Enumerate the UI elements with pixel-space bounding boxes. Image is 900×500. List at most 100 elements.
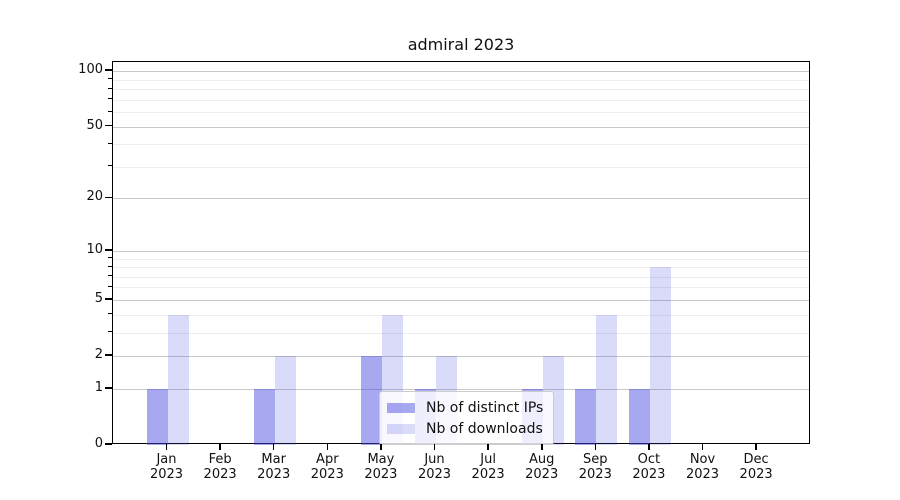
y-minor-tick-mark (108, 331, 112, 333)
x-tick-label: Feb 2023 (188, 452, 252, 482)
y-tick-mark (105, 443, 112, 445)
x-tick-label-year: 2023 (471, 467, 505, 482)
y-minor-tick-mark (108, 275, 112, 277)
x-tick-label-month: Oct (637, 452, 661, 467)
x-tick-label: Jan 2023 (135, 452, 199, 482)
bar-downloads (596, 314, 618, 445)
y-tick-label: 50 (86, 117, 103, 133)
bar-distinct-ips (253, 388, 275, 445)
x-tick-label: Dec 2023 (724, 452, 788, 482)
x-tick-label: Nov 2023 (671, 452, 735, 482)
x-tick-label: Jun 2023 (403, 452, 467, 482)
x-tick-label: Oct 2023 (617, 452, 681, 482)
legend-swatch-distinct-ips (387, 402, 415, 413)
x-tick-label-year: 2023 (632, 467, 666, 482)
y-gridline-minor (113, 314, 809, 316)
x-tick-label: Jul 2023 (456, 452, 520, 482)
y-minor-tick-mark (108, 285, 112, 287)
x-tick-label: Sep 2023 (563, 452, 627, 482)
x-tick-label: Mar 2023 (242, 452, 306, 482)
y-minor-tick-mark (108, 313, 112, 315)
y-gridline-minor (113, 258, 809, 260)
x-tick-label: Apr 2023 (295, 452, 359, 482)
x-tick-mark (541, 444, 543, 450)
y-minor-tick-mark (108, 142, 112, 144)
legend-swatch-downloads (387, 423, 415, 434)
y-gridline-minor (113, 99, 809, 101)
legend-item-distinct-ips: Nb of distinct IPs (387, 399, 543, 416)
y-gridline-minor (113, 79, 809, 81)
x-tick-label-year: 2023 (417, 467, 452, 482)
bar-distinct-ips (575, 388, 597, 445)
x-tick-label-year: 2023 (525, 467, 559, 482)
y-tick-mark (105, 298, 112, 300)
chart-title: admiral 2023 (407, 35, 515, 54)
x-tick-label-month: Jul (480, 452, 496, 467)
x-tick-label-month: Jun (424, 452, 445, 467)
x-tick-label-year: 2023 (685, 467, 720, 482)
y-tick-label: 20 (86, 189, 103, 205)
x-tick-label-year: 2023 (364, 467, 398, 482)
legend: Nb of distinct IPs Nb of downloads (379, 391, 555, 445)
y-minor-tick-mark (108, 265, 112, 267)
x-tick-label-month: May (367, 452, 395, 467)
x-tick-mark (433, 444, 436, 450)
y-tick-label: 0 (94, 436, 103, 451)
x-tick-mark (755, 444, 757, 450)
y-gridline-minor (113, 287, 809, 289)
legend-item-downloads: Nb of downloads (387, 420, 543, 437)
y-gridline-minor (113, 144, 809, 146)
bar-distinct-ips (628, 388, 650, 445)
y-minor-tick-mark (108, 257, 112, 258)
bar-downloads (274, 356, 296, 445)
x-tick-mark (272, 444, 275, 450)
y-gridline-major (113, 126, 809, 128)
x-tick-mark (648, 444, 650, 450)
x-tick-mark (594, 444, 596, 450)
y-minor-tick-mark (108, 78, 112, 80)
y-tick-label: 100 (78, 62, 103, 78)
y-gridline-minor (113, 276, 809, 278)
x-tick-mark (701, 444, 704, 450)
y-gridline-major (113, 250, 809, 252)
y-gridline-minor (113, 112, 809, 113)
y-gridline-major (113, 356, 809, 357)
x-tick-label-year: 2023 (257, 467, 291, 482)
x-tick-label-month: Apr (316, 452, 339, 467)
y-gridline-major (113, 71, 809, 73)
y-minor-tick-mark (108, 98, 112, 100)
y-gridline-major (113, 299, 809, 301)
x-tick-label-year: 2023 (739, 467, 773, 482)
y-minor-tick-mark (108, 110, 112, 112)
x-tick-mark (380, 444, 382, 450)
y-tick-label: 10 (86, 241, 103, 257)
x-tick-label-month: Dec (743, 452, 769, 467)
y-gridline-minor (113, 166, 809, 168)
y-tick-label: 5 (94, 290, 103, 306)
bar-downloads (649, 267, 671, 445)
bar-distinct-ips (360, 356, 382, 445)
legend-label-distinct-ips: Nb of distinct IPs (426, 399, 544, 416)
x-tick-label-year: 2023 (149, 467, 184, 482)
y-tick-label: 1 (94, 379, 103, 395)
x-tick-label-month: Nov (689, 452, 716, 467)
x-tick-label-year: 2023 (578, 467, 612, 482)
y-tick-mark (105, 124, 112, 127)
plot-area: Nb of distinct IPs Nb of downloads (112, 61, 810, 445)
x-tick-mark (326, 444, 329, 450)
y-tick-label: 2 (94, 347, 103, 362)
y-tick-mark (105, 69, 112, 71)
x-tick-label-month: Sep (583, 452, 608, 467)
y-gridline-minor (113, 267, 809, 268)
legend-label-downloads: Nb of downloads (426, 420, 543, 437)
bar-distinct-ips (146, 388, 168, 445)
y-gridline-minor (113, 332, 809, 334)
y-minor-tick-mark (108, 165, 112, 167)
x-tick-label-year: 2023 (203, 467, 237, 482)
x-tick-mark (165, 444, 168, 450)
y-gridline-major (113, 388, 809, 390)
y-gridline-major (113, 198, 809, 200)
x-tick-label-month: Jan (156, 452, 177, 467)
y-minor-tick-mark (108, 87, 112, 89)
